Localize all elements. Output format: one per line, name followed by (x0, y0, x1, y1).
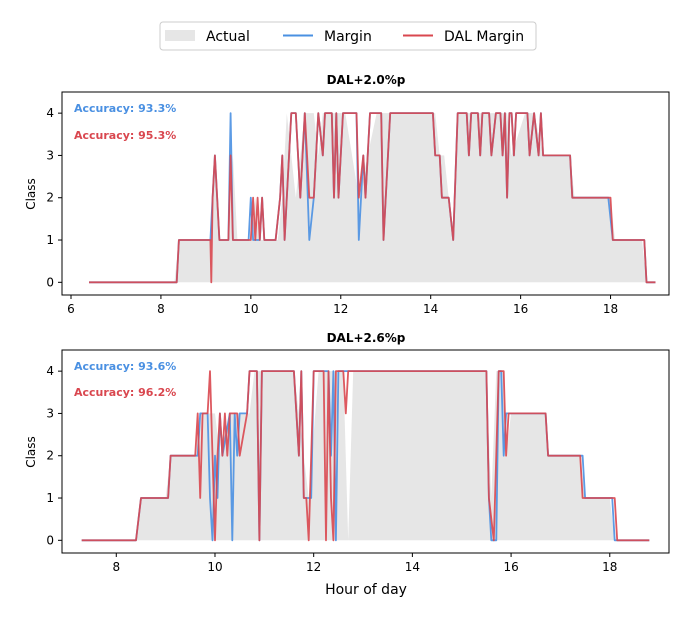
subplot-bottom-title: DAL+2.6%p (327, 331, 406, 345)
x-tick-label: 18 (602, 560, 617, 574)
subplot-bottom-y-axis: 0 1 2 3 4 (46, 364, 62, 547)
subplot-bottom-frame (61, 349, 670, 554)
y-tick-label: 4 (46, 106, 54, 120)
x-tick-label: 6 (67, 302, 75, 316)
x-tick-label: 10 (243, 302, 258, 316)
subplot-top-dal-accuracy: Accuracy: 95.3% (74, 129, 176, 142)
subplot-top-series-dal-margin-line (89, 112, 656, 284)
subplot-top-plot-area (89, 112, 656, 284)
subplot-top-x-axis: 6 8 10 12 14 16 18 (67, 295, 618, 316)
y-tick-label: 1 (46, 233, 54, 247)
subplot-bottom-x-axis: 8 10 12 14 16 18 (112, 553, 617, 574)
x-tick-label: 18 (603, 302, 618, 316)
x-tick-label: 12 (333, 302, 348, 316)
subplot-top-frame (61, 91, 670, 296)
legend: Actual Margin DAL Margin (159, 21, 537, 51)
subplot-bottom-y-axis-label: Class (24, 436, 38, 468)
y-tick-label: 2 (46, 449, 54, 463)
y-tick-label: 0 (46, 275, 54, 289)
subplot-top-title: DAL+2.0%p (327, 73, 406, 87)
x-tick-label: 10 (207, 560, 222, 574)
legend-margin-label: Margin (324, 29, 372, 45)
x-tick-label: 12 (306, 560, 321, 574)
x-tick-label: 14 (423, 302, 438, 316)
subplot-bottom-series-dal-margin-line (81, 370, 650, 542)
x-tick-label: 14 (405, 560, 420, 574)
subplot-bottom-series-actual-area (81, 371, 650, 541)
y-tick-label: 4 (46, 364, 54, 378)
subplot-bottom-plot-area (81, 370, 650, 542)
x-tick-label: 8 (112, 560, 120, 574)
legend-actual-swatch (165, 30, 195, 41)
legend-dal-margin-label: DAL Margin (444, 29, 524, 45)
subplot-top-y-axis-label: Class (24, 178, 38, 210)
y-tick-label: 1 (46, 491, 54, 505)
legend-frame (159, 21, 537, 51)
x-tick-label: 16 (513, 302, 528, 316)
y-tick-label: 2 (46, 191, 54, 205)
y-tick-label: 0 (46, 533, 54, 547)
x-axis-label: Hour of day (325, 582, 407, 598)
y-tick-label: 3 (46, 148, 54, 162)
subplot-top-y-axis: 0 1 2 3 4 (46, 106, 62, 289)
x-tick-label: 16 (503, 560, 518, 574)
legend-actual-label: Actual (206, 29, 250, 45)
subplot-top-margin-accuracy: Accuracy: 93.3% (74, 102, 176, 115)
x-tick-label: 8 (157, 302, 165, 316)
subplot-bottom-dal-accuracy: Accuracy: 96.2% (74, 386, 176, 399)
y-tick-label: 3 (46, 406, 54, 420)
subplot-bottom-margin-accuracy: Accuracy: 93.6% (74, 360, 176, 373)
